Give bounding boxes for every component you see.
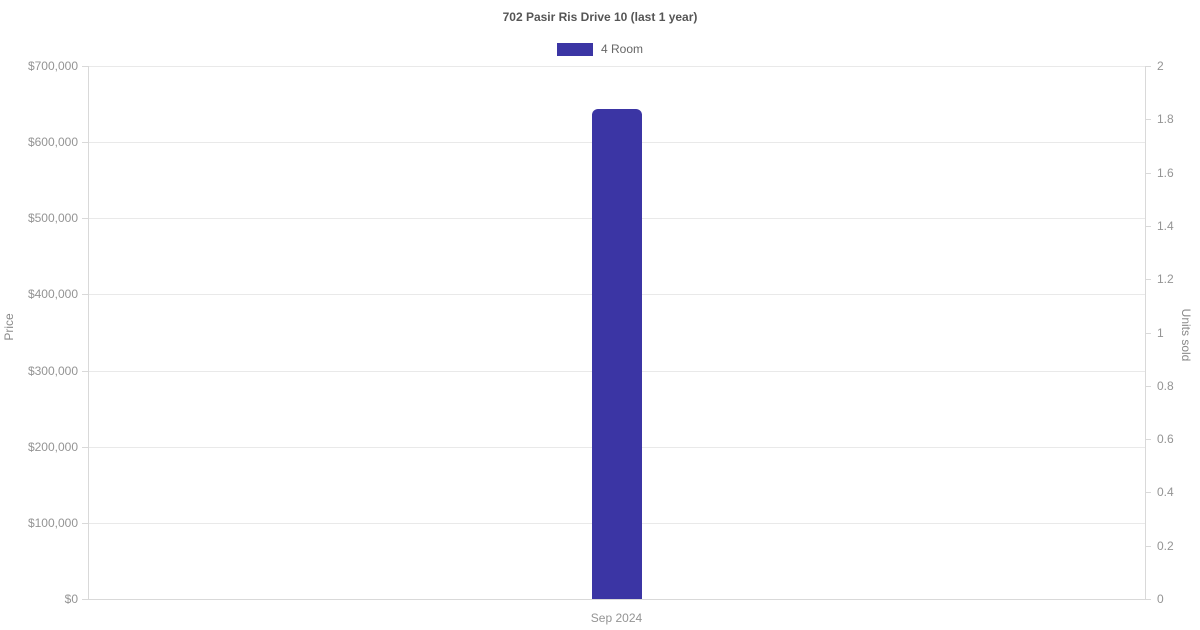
left-axis-tick-label: $200,000	[27, 439, 78, 454]
right-axis-tick	[1145, 332, 1151, 334]
right-axis-tick	[1145, 385, 1151, 387]
right-axis-tick-label: 1.4	[1157, 218, 1174, 233]
legend-item-4-room[interactable]: 4 Room	[0, 42, 1200, 56]
left-axis-tick	[82, 294, 88, 296]
legend-swatch-4-room	[556, 42, 593, 56]
right-axis-tick-label: 0.4	[1157, 485, 1174, 500]
right-axis-tick	[1145, 66, 1151, 67]
right-axis-tick-label: 1.6	[1157, 165, 1174, 180]
right-axis-title: Units sold	[1179, 308, 1193, 362]
left-axis-tick-label: $500,000	[27, 211, 78, 226]
x-axis-label: Sep 2024	[590, 611, 643, 625]
left-axis-tick	[82, 142, 88, 144]
gridline	[88, 66, 1145, 67]
left-axis-tick-label: $600,000	[27, 135, 78, 150]
left-axis-line	[88, 66, 89, 599]
right-axis-tick	[1145, 225, 1151, 227]
chart-title: 702 Pasir Ris Drive 10 (last 1 year)	[502, 10, 698, 24]
right-axis-tick-label: 1.2	[1157, 272, 1174, 287]
right-axis-tick-label: 0.6	[1157, 432, 1174, 447]
left-axis-tick	[82, 66, 88, 67]
right-axis-line	[1145, 66, 1146, 599]
left-axis-tick-label: $100,000	[27, 515, 78, 530]
left-axis-tick-label: $700,000	[27, 59, 78, 73]
left-axis-tick	[82, 522, 88, 524]
right-axis-tick-label: 1.8	[1157, 112, 1174, 127]
right-axis-tick	[1145, 545, 1151, 547]
legend-label-4-room: 4 Room	[600, 42, 644, 56]
bar-sep-2024[interactable]	[591, 108, 642, 599]
right-axis-tick-label: 1	[1157, 325, 1164, 340]
right-axis-tick-label: 2	[1157, 59, 1164, 73]
right-axis-tick	[1145, 439, 1151, 441]
x-axis-line	[88, 599, 1145, 600]
left-axis-tick	[82, 446, 88, 448]
right-axis-tick	[1145, 492, 1151, 494]
left-axis-tick	[82, 218, 88, 220]
right-axis-tick	[1145, 599, 1151, 600]
right-axis-tick-label: 0.8	[1157, 378, 1174, 393]
left-axis-tick	[82, 599, 88, 600]
right-axis-tick	[1145, 119, 1151, 121]
right-axis-tick-label: 0.2	[1157, 538, 1174, 553]
left-axis-tick-label: $400,000	[27, 287, 78, 302]
left-axis-tick-label: $0	[64, 592, 78, 606]
left-axis-tick	[82, 370, 88, 372]
right-axis-tick-label: 0	[1157, 592, 1164, 606]
left-axis-tick-label: $300,000	[27, 363, 78, 378]
left-axis-title: Price	[2, 313, 16, 341]
right-axis-tick	[1145, 172, 1151, 174]
right-axis-tick	[1145, 279, 1151, 281]
